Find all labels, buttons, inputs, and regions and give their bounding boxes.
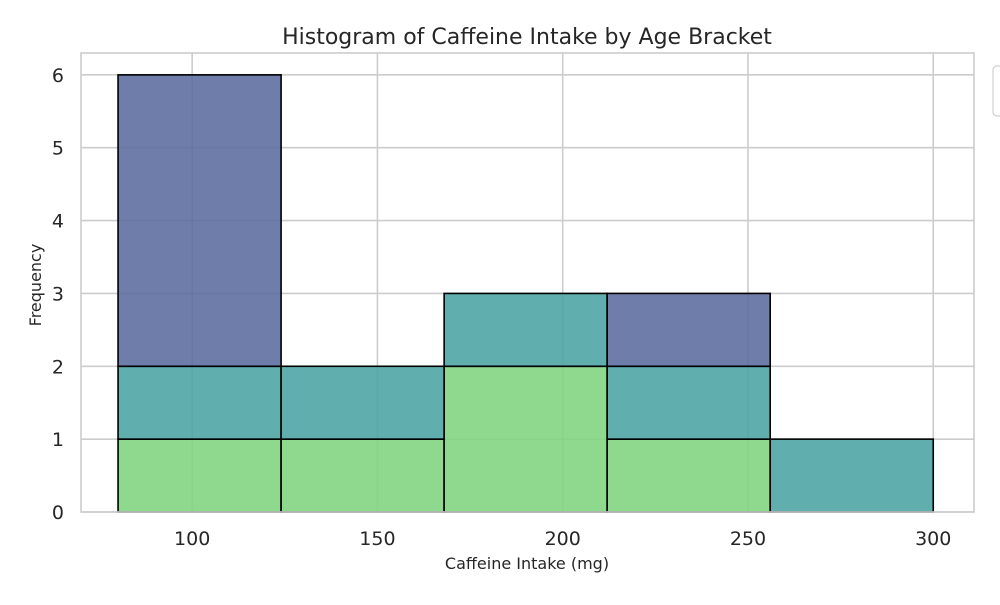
x-tick-label: 200 xyxy=(545,528,581,550)
chart-title: Histogram of Caffeine Intake by Age Brac… xyxy=(282,25,772,50)
histogram-bar-series-1 xyxy=(280,438,445,513)
histogram-bar-series-2 xyxy=(769,438,935,513)
x-tick-label: 100 xyxy=(174,528,210,550)
x-tick-label: 150 xyxy=(359,528,395,550)
histogram-bar-series-1 xyxy=(443,365,608,513)
y-axis-label: Frequency xyxy=(26,244,45,327)
y-tick-label: 1 xyxy=(52,429,64,451)
histogram-bar-series-3 xyxy=(606,292,772,368)
y-tick-label: 2 xyxy=(52,356,64,378)
plot-frame xyxy=(80,52,975,513)
histogram-bar-series-3 xyxy=(117,74,282,368)
x-tick-label: 250 xyxy=(730,528,766,550)
y-tick-label: 4 xyxy=(52,211,64,233)
histogram-bar-series-1 xyxy=(117,438,282,513)
histogram-bars xyxy=(117,74,935,513)
histogram-bar-series-1 xyxy=(606,438,772,513)
y-tick-label: 0 xyxy=(52,502,64,524)
y-tick-label: 3 xyxy=(52,283,64,305)
histogram-bar-series-2 xyxy=(280,365,445,440)
histogram-bar-series-2 xyxy=(117,365,282,440)
legend-box xyxy=(992,65,1000,117)
x-tick-label: 300 xyxy=(915,528,951,550)
histogram-bar-series-2 xyxy=(606,365,772,440)
y-tick-label: 6 xyxy=(52,65,64,87)
histogram-bar-series-2 xyxy=(443,292,608,368)
axis-ticks: 100 150 200 250 300 0 1 2 3 4 5 6 xyxy=(52,65,951,550)
y-tick-label: 5 xyxy=(52,138,64,160)
x-axis-label: Caffeine Intake (mg) xyxy=(445,554,609,573)
